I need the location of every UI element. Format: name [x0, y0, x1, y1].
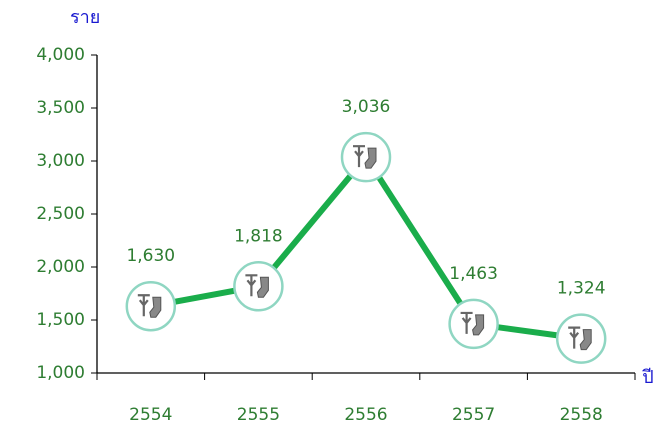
y-axis-title: ราย — [70, 7, 100, 28]
marker-icon — [353, 145, 377, 169]
x-axis-title: ปี — [642, 367, 654, 388]
marker — [233, 261, 284, 312]
x-tick-label: 2556 — [344, 405, 387, 425]
icon-sock — [256, 276, 269, 298]
y-tick-label: 2,500 — [36, 204, 85, 224]
icon-sock — [472, 314, 485, 336]
icon-sock — [364, 147, 377, 169]
y-tick-label: 1,000 — [36, 363, 85, 383]
data-label: 1,818 — [234, 226, 283, 246]
icon-stand — [568, 326, 581, 349]
y-tick-label: 3,000 — [36, 151, 85, 171]
y-tick-label: 2,000 — [36, 257, 85, 277]
icon-sock — [149, 296, 162, 318]
marker-icon — [137, 294, 162, 318]
marker — [340, 131, 392, 183]
icon-stand — [245, 274, 258, 297]
marker-icon — [460, 311, 485, 336]
y-tick-label: 4,000 — [36, 45, 85, 65]
icon-sock — [579, 329, 592, 351]
marker — [555, 313, 607, 364]
data-label: 1,324 — [557, 279, 606, 299]
data-label: 1,463 — [449, 264, 498, 284]
data-label: 1,630 — [126, 246, 175, 266]
line — [150, 154, 582, 342]
x-tick-label: 2558 — [560, 405, 603, 425]
y-tick-label: 1,500 — [36, 310, 85, 330]
data-label: 3,036 — [342, 97, 391, 117]
icon-stand — [353, 145, 365, 168]
marker-icon — [245, 274, 269, 298]
marker — [448, 298, 499, 350]
x-tick-label: 2555 — [237, 405, 280, 425]
marker — [125, 280, 177, 332]
y-tick-label: 3,500 — [36, 98, 85, 118]
x-tick-label: 2557 — [452, 405, 495, 425]
marker-icon — [568, 326, 592, 351]
icon-stand — [137, 294, 150, 317]
icon-stand — [460, 311, 473, 334]
x-tick-label: 2554 — [129, 405, 172, 425]
